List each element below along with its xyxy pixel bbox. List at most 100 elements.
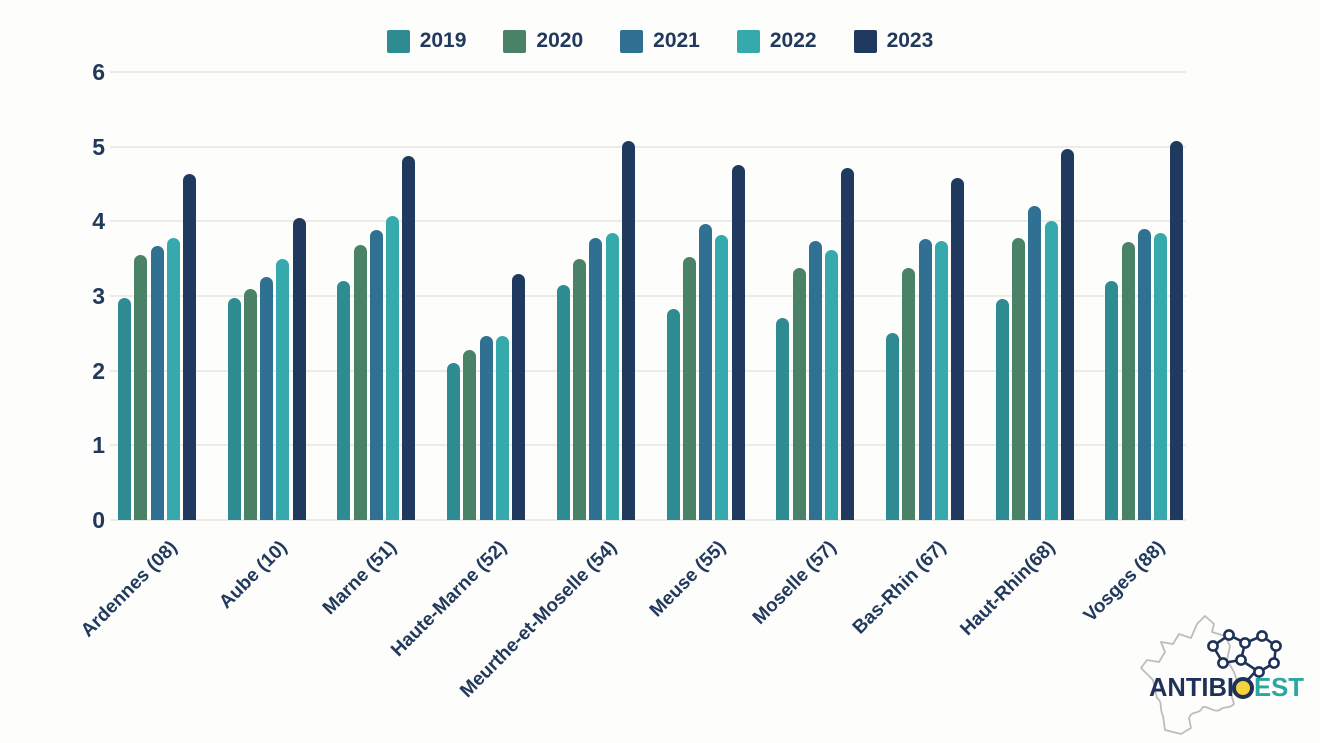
bar-2020-Haute-Marne (52) <box>463 349 477 520</box>
logo-text-est: EST <box>1254 672 1304 702</box>
antibioest-logo: ANTIBI EST <box>1140 615 1304 735</box>
bar-2021-Meurthe-et-Moselle (54) <box>589 237 603 520</box>
france-map-outline <box>1140 615 1239 735</box>
legend-item-2019: 2019 <box>386 29 467 53</box>
x-category-label-Bas-Rhin (67): Bas-Rhin (67) <box>848 537 950 639</box>
gridline-y3 <box>110 294 1186 297</box>
bar-2021-Aube (10) <box>260 277 274 520</box>
legend-label: 2020 <box>536 29 584 52</box>
legend-swatch-2023 <box>853 29 877 53</box>
bar-2020-Haut-Rhin(68) <box>1012 237 1025 520</box>
bar-group-Meuse (55) <box>666 164 745 520</box>
legend-swatch-2020 <box>503 29 527 53</box>
legend-label: 2019 <box>419 29 467 52</box>
legend-label: 2023 <box>886 29 934 52</box>
x-category-label-Aube (10): Aube (10) <box>215 537 292 614</box>
bar-2020-Bas-Rhin (67) <box>902 267 916 520</box>
bar-2022-Meurthe-et-Moselle (54) <box>605 233 619 520</box>
bar-2022-Vosges (88) <box>1154 233 1168 520</box>
bar-group-Haut-Rhin(68) <box>995 148 1074 520</box>
bar-2022-Haute-Marne (52) <box>495 335 509 520</box>
legend-item-2022: 2022 <box>736 29 817 53</box>
bar-2020-Marne (51) <box>353 245 367 520</box>
gridline-y1 <box>110 444 1186 447</box>
legend-swatch-2021 <box>620 29 644 53</box>
bar-2019-Meuse (55) <box>666 309 680 520</box>
bar-group-Bas-Rhin (67) <box>886 178 965 520</box>
bar-2022-Marne (51) <box>386 216 400 520</box>
bar-2023-Haute-Marne (52) <box>512 273 526 520</box>
bar-2021-Bas-Rhin (67) <box>918 238 932 520</box>
bar-2023-Meuse (55) <box>731 164 745 520</box>
bar-2021-Haut-Rhin(68) <box>1028 206 1042 520</box>
bar-2021-Ardennes (08) <box>150 245 164 520</box>
bar-2022-Moselle (57) <box>825 249 839 520</box>
legend-label: 2021 <box>653 29 700 52</box>
gridline-y4 <box>110 220 1186 223</box>
x-category-label-Meuse (55): Meuse (55) <box>646 537 731 622</box>
bar-2022-Aube (10) <box>276 258 290 520</box>
bar-2020-Meuse (55) <box>682 257 696 520</box>
bar-2023-Ardennes (08) <box>183 174 196 520</box>
bar-group-Aube (10) <box>227 217 306 520</box>
bar-2023-Haut-Rhin(68) <box>1060 148 1074 520</box>
bar-2022-Meuse (55) <box>715 234 729 520</box>
bar-2020-Vosges (88) <box>1121 242 1135 520</box>
legend-item-2020: 2020 <box>503 29 583 53</box>
bar-2019-Ardennes (08) <box>118 298 131 520</box>
bar-2019-Aube (10) <box>227 298 241 520</box>
bar-2019-Vosges (88) <box>1105 281 1119 520</box>
x-category-label-Marne (51): Marne (51) <box>319 537 402 620</box>
bar-2022-Bas-Rhin (67) <box>934 240 948 520</box>
bar-2019-Haute-Marne (52) <box>447 363 461 520</box>
bar-group-Meurthe-et-Moselle (54) <box>556 140 635 520</box>
gridline-y6 <box>110 70 1186 73</box>
bar-2023-Moselle (57) <box>841 167 855 520</box>
bar-2021-Vosges (88) <box>1137 228 1151 520</box>
bar-group-Vosges (88) <box>1105 140 1184 520</box>
bar-2019-Bas-Rhin (67) <box>886 333 900 520</box>
y-tick-label-6: 6 <box>92 58 105 85</box>
legend-swatch-2022 <box>736 29 760 53</box>
gridline-y2 <box>110 369 1186 372</box>
legend-label: 2022 <box>769 29 817 52</box>
y-tick-label-1: 1 <box>92 432 105 459</box>
logo-yellow-o-node <box>1234 679 1252 697</box>
bar-2023-Bas-Rhin (67) <box>951 178 965 520</box>
y-tick-label-4: 4 <box>92 208 105 235</box>
y-tick-label-3: 3 <box>92 282 105 309</box>
x-category-label-Ardennes (08): Ardennes (08) <box>77 537 182 642</box>
logo-text-antibio: ANTIBI <box>1149 672 1234 702</box>
x-category-label-Haute-Marne (52): Haute-Marne (52) <box>387 537 512 661</box>
y-tick-label-2: 2 <box>92 357 105 384</box>
bar-group-Marne (51) <box>337 155 416 520</box>
logo-o-ring <box>1232 677 1254 699</box>
molecule-nodes <box>1207 629 1282 678</box>
bar-2021-Moselle (57) <box>808 241 822 520</box>
bar-2021-Haute-Marne (52) <box>479 335 493 520</box>
bar-group-Moselle (57) <box>776 167 855 520</box>
y-tick-label-0: 0 <box>92 507 105 533</box>
chart-legend: 2019 2020 2021 2022 2023 <box>0 29 1320 53</box>
bar-2019-Haut-Rhin(68) <box>995 298 1009 520</box>
bar-2023-Marne (51) <box>402 155 416 520</box>
x-category-label-Haut-Rhin(68): Haut-Rhin(68) <box>956 537 1060 640</box>
y-tick-label-5: 5 <box>92 133 105 160</box>
legend-swatch-2019 <box>386 29 410 53</box>
bar-2022-Haut-Rhin(68) <box>1044 221 1058 520</box>
bar-2020-Meurthe-et-Moselle (54) <box>573 258 587 520</box>
bar-2019-Marne (51) <box>337 281 351 520</box>
bar-group-Ardennes (08) <box>118 174 196 520</box>
bar-2020-Moselle (57) <box>792 267 806 520</box>
legend-item-2021: 2021 <box>620 29 700 53</box>
bar-2021-Marne (51) <box>369 230 383 520</box>
gridline-y5 <box>110 145 1186 148</box>
bar-2020-Ardennes (08) <box>134 254 148 520</box>
bar-2019-Moselle (57) <box>776 318 790 520</box>
bar-2023-Aube (10) <box>292 217 306 520</box>
x-category-label-Moselle (57): Moselle (57) <box>748 537 841 629</box>
bar-2022-Ardennes (08) <box>166 237 180 520</box>
bar-2020-Aube (10) <box>243 288 257 520</box>
legend-item-2023: 2023 <box>853 29 934 53</box>
